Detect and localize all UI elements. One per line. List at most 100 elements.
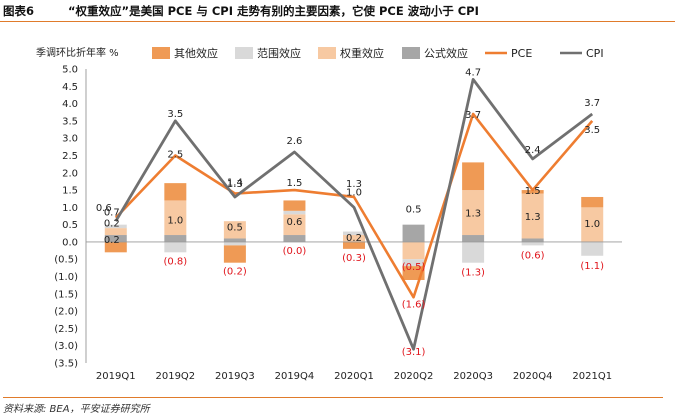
bar-formula (462, 235, 485, 242)
cpi-data-label: (3.1) (402, 347, 426, 358)
weight-data-label: 1.0 (584, 219, 600, 230)
x-tick-label: 2019Q4 (275, 371, 315, 382)
formula-data-label: (0.6) (521, 250, 545, 261)
weight-data-label: 1.0 (167, 215, 183, 226)
bar-scope (521, 241, 544, 246)
legend-swatch-other (152, 47, 170, 59)
legend-label: CPI (586, 47, 604, 60)
y-tick-label: (2.0) (54, 307, 78, 318)
y-axis-label: 季调环比折年率 % (36, 46, 119, 59)
legend-label: 范围效应 (257, 46, 301, 60)
bar-scope (581, 241, 604, 256)
bar-other (104, 241, 127, 253)
pce-data-label: 1.5 (286, 178, 302, 189)
y-tick-label: (1.0) (54, 272, 78, 283)
y-tick-label: 0.5 (62, 220, 78, 231)
legend-label: 权重效应 (340, 46, 384, 60)
pce-data-label: 0.7 (104, 208, 120, 219)
figure-title: “权重效应”是美国 PCE 与 CPI 走势有别的主要因素，它使 PCE 波动小… (68, 4, 479, 18)
pce-data-label: 1.3 (346, 179, 362, 190)
bar-weight (581, 207, 604, 242)
bar-scope (283, 210, 306, 215)
bar-other (283, 200, 306, 211)
cpi-data-label: 2.4 (525, 145, 541, 156)
cpi-data-label: 0.6 (96, 203, 112, 214)
figure-header: 图表6 “权重效应”是美国 PCE 与 CPI 走势有别的主要因素，它使 PCE… (0, 0, 675, 22)
weight-data-label: 0.5 (227, 222, 243, 233)
cpi-data-label: 3.5 (167, 109, 183, 120)
x-tick-label: 2020Q3 (453, 371, 493, 382)
bar-scope (343, 231, 365, 236)
legend-label: 其他效应 (174, 46, 218, 60)
bar-weight (164, 200, 187, 236)
y-tick-label: 3.0 (62, 134, 78, 145)
pce-line (114, 112, 594, 299)
bar-other (164, 183, 187, 201)
bar-scope (223, 241, 246, 246)
bar-weight (462, 190, 485, 236)
y-tick-label: (3.0) (54, 341, 78, 352)
bar-formula (521, 238, 544, 242)
formula-data-label: 0.5 (406, 205, 422, 216)
weight-data-label: 1.3 (525, 212, 541, 223)
y-tick-label: (3.5) (54, 359, 78, 370)
legend-swatch-formula (402, 47, 420, 59)
cpi-data-label: 4.7 (465, 67, 481, 78)
bar-formula (402, 224, 425, 242)
bar-other (343, 241, 365, 249)
bar-other (581, 196, 604, 208)
bar-formula (164, 235, 187, 242)
y-tick-label: 4.5 (62, 82, 78, 93)
bar-scope (164, 241, 187, 253)
bar-scope (462, 241, 485, 263)
figure-label: 图表6 (3, 4, 35, 18)
x-tick-label: 2020Q4 (513, 371, 553, 382)
cpi-line (114, 77, 594, 351)
weight-data-label: 0.6 (286, 217, 302, 228)
bar-formula (223, 238, 246, 242)
pce-data-label: (1.6) (402, 299, 426, 310)
bar-weight (104, 228, 127, 236)
cpi-data-label: 1.3 (227, 179, 243, 190)
bar-formula (104, 235, 127, 242)
legend-label: PCE (511, 47, 532, 60)
weight-data-label: 0.2 (104, 235, 120, 246)
y-tick-label: 2.5 (62, 151, 78, 162)
scope-data-label: (0.8) (163, 256, 187, 267)
legend-swatch-weight (318, 47, 336, 59)
y-tick-label: (1.5) (54, 289, 78, 300)
bar-scope (104, 224, 127, 229)
y-tick-label: 1.5 (62, 186, 78, 197)
weight-data-label: 0.2 (346, 233, 362, 244)
y-tick-label: (2.5) (54, 324, 78, 335)
cpi-data-label: 2.6 (286, 136, 302, 147)
bar-scope (402, 259, 425, 267)
pce-data-label: 1.4 (227, 178, 243, 189)
bar-weight (223, 221, 246, 239)
x-tick-label: 2019Q1 (96, 371, 136, 382)
formula-data-label: (0.3) (342, 253, 366, 264)
bar-other (223, 245, 246, 263)
y-tick-label: 4.0 (62, 99, 78, 110)
pce-data-label: 1.5 (525, 186, 541, 197)
cpi-data-label: 1.0 (346, 187, 362, 198)
formula-data-label: (1.1) (580, 261, 604, 272)
formula-data-label: (0.2) (223, 267, 247, 278)
bar-formula (283, 235, 306, 242)
pce-data-label: 2.5 (167, 149, 183, 160)
formula-data-label: (1.3) (461, 268, 485, 279)
chart: 季调环比折年率 % 5.0 4.5 4.0 3.5 3.0 2.5 2.0 1.5 1.0 0.5 0… (36, 46, 622, 382)
weight-data-label: 1.3 (465, 209, 481, 220)
x-tick-label: 2019Q2 (155, 371, 195, 382)
bar-other (521, 190, 544, 194)
y-tick-label: 0.0 (62, 237, 78, 248)
weight-data-label: (0.5) (402, 262, 426, 273)
x-tick-label: 2020Q1 (334, 371, 374, 382)
formula-data-label: (0.0) (283, 246, 307, 257)
y-tick-label: 5.0 (62, 65, 78, 76)
bar-weight (283, 214, 306, 236)
pce-data-label: 3.7 (465, 110, 481, 121)
bar-other (462, 162, 485, 191)
x-tick-label: 2020Q2 (394, 371, 434, 382)
bar-weight (402, 241, 425, 260)
